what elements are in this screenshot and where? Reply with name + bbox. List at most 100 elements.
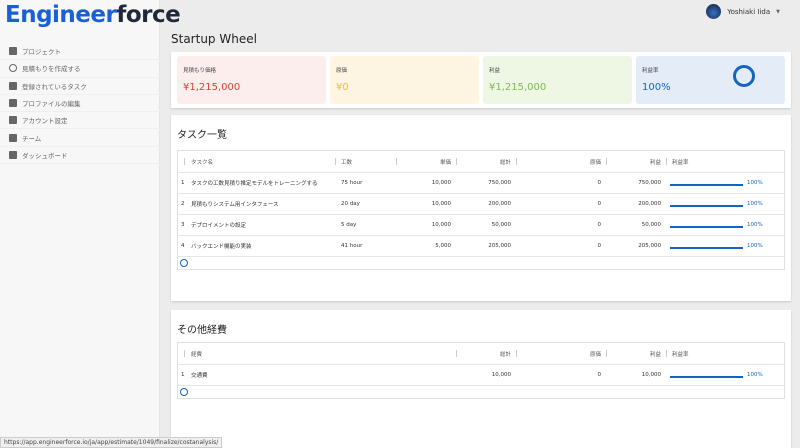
- person-icon: [9, 99, 17, 108]
- summary-label: 原価: [336, 68, 348, 74]
- table-cell: 75 hour: [341, 180, 363, 186]
- summary-card: 見積もり価格 ¥1,215,000 原価 ¥0 利益 ¥1,215,000 利益率 100%: [171, 52, 791, 108]
- other-expenses-card: その他経費 経費 総計 原価 利益 利益率 1 交通費 10,000 0 10,000 100%: [171, 310, 791, 448]
- table-cell: 41 hour: [341, 243, 363, 249]
- table-cell: 200,000: [638, 201, 661, 207]
- column-separator: [335, 158, 336, 165]
- table-cell: 10,000: [431, 180, 451, 186]
- user-menu[interactable]: Yoshiaki Iida ▼: [706, 4, 780, 19]
- column-header[interactable]: 利益: [649, 159, 661, 166]
- table-cell: タスクの工数見積り推定モデルをトレーニングする: [191, 181, 318, 187]
- table-cell: 750,000: [488, 180, 511, 186]
- column-header[interactable]: 総計: [499, 159, 511, 166]
- column-header[interactable]: 利益: [649, 351, 661, 358]
- summary-value: ¥1,215,000: [489, 82, 547, 93]
- column-header[interactable]: タスク名: [191, 159, 214, 166]
- add-row-row: [178, 386, 784, 398]
- sidebar-item[interactable]: チーム: [0, 129, 160, 147]
- table-cell: 2: [181, 201, 185, 207]
- task-table: タスク名 工数 単価 総計 原価 利益 利益率 1 タスクの工数見積り推定モデルをトレーニングす…: [177, 150, 785, 270]
- table-row[interactable]: 1 タスクの工数見積り推定モデルをトレーニングする 75 hour 10,000 750…: [178, 173, 784, 194]
- table-cell: 交通費: [191, 373, 208, 379]
- column-header[interactable]: 経費: [191, 351, 203, 358]
- column-header[interactable]: 原価: [589, 351, 601, 358]
- user-name: Yoshiaki Iida: [727, 7, 771, 16]
- table-header: 経費 総計 原価 利益 利益率: [178, 343, 784, 365]
- sidebar-nav: プロジェクト見積もりを作成する登録されているタスク プロファイルの編集アカウント設…: [0, 43, 160, 165]
- table-cell: 5,000: [435, 243, 451, 249]
- profit-rate-value: 100%: [747, 180, 763, 186]
- sidebar-item[interactable]: 見積もりを作成する: [0, 60, 160, 78]
- column-header[interactable]: 単価: [439, 159, 451, 166]
- table-cell: 0: [597, 222, 602, 228]
- table-cell: 10,000: [491, 372, 511, 378]
- table-cell: 10,000: [431, 201, 451, 207]
- column-separator: [516, 350, 517, 357]
- table-cell: 1: [181, 372, 185, 378]
- table-cell: 50,000: [491, 222, 511, 228]
- check-circle-icon[interactable]: [180, 388, 188, 396]
- table-cell: 50,000: [641, 222, 661, 228]
- column-header[interactable]: 工数: [341, 159, 353, 166]
- profit-rate-bar: [670, 247, 743, 249]
- profit-rate-value: 100%: [747, 372, 763, 378]
- summary-box: 利益率 100%: [636, 56, 785, 104]
- sidebar-item-label: 見積もりを作成する: [22, 65, 81, 74]
- table-row[interactable]: 4 バックエンド機能の実装 41 hour 5,000 205,000 0 205,000 1…: [178, 236, 784, 257]
- clipboard-check-icon: [9, 81, 17, 90]
- sidebar-item[interactable]: プロジェクト: [0, 43, 160, 61]
- column-separator: [606, 350, 607, 357]
- table-row[interactable]: 2 見積もりシステム用インタフェース 20 day 10,000 200,000 0 200…: [178, 194, 784, 215]
- page-title: Startup Wheel: [171, 32, 257, 46]
- column-header[interactable]: 利益率: [672, 159, 689, 166]
- table-cell: 20 day: [341, 201, 360, 207]
- column-separator: [666, 158, 667, 165]
- logo[interactable]: Engineerforce: [5, 2, 181, 28]
- table-row[interactable]: 3 デプロイメントの設定 5 day 10,000 50,000 0 50,000 100%: [178, 215, 784, 236]
- sidebar-item-label: ダッシュボード: [22, 151, 68, 160]
- sidebar-item[interactable]: ダッシュボード: [0, 147, 160, 165]
- column-separator: [606, 158, 607, 165]
- summary-label: 見積もり価格: [183, 68, 217, 74]
- gear-icon: [9, 116, 17, 125]
- sidebar-item[interactable]: 登録されているタスク: [0, 78, 160, 95]
- profit-rate-bar: [670, 226, 743, 228]
- clock-icon: [9, 64, 17, 73]
- sidebar-item[interactable]: プロファイルの編集: [0, 95, 160, 113]
- sidebar-item-label: アカウント設定: [22, 117, 68, 126]
- table-cell: 750,000: [638, 180, 661, 186]
- table-cell: 0: [597, 243, 602, 249]
- people-icon: [9, 133, 17, 142]
- column-header[interactable]: 利益率: [672, 351, 689, 358]
- table-cell: 0: [597, 180, 602, 186]
- copy-icon: [9, 47, 17, 56]
- add-row-row: [178, 257, 784, 269]
- table-row[interactable]: 1 交通費 10,000 0 10,000 100%: [178, 365, 784, 386]
- summary-box: 利益 ¥1,215,000: [483, 56, 632, 104]
- sidebar-item-label: プロジェクト: [22, 48, 61, 57]
- profit-rate-value: 100%: [747, 222, 763, 228]
- summary-label: 利益率: [642, 68, 659, 74]
- column-separator: [184, 158, 185, 165]
- column-separator: [456, 350, 457, 357]
- table-cell: 4: [181, 243, 185, 249]
- column-header[interactable]: 原価: [589, 159, 601, 166]
- sidebar-item[interactable]: アカウント設定: [0, 112, 160, 130]
- column-separator: [516, 158, 517, 165]
- table-cell: 1: [181, 180, 185, 186]
- table-cell: 10,000: [641, 372, 661, 378]
- profit-rate-bar: [670, 205, 743, 207]
- table-cell: 5 day: [341, 222, 357, 228]
- table-cell: 0: [597, 372, 602, 378]
- summary-value: ¥1,215,000: [183, 82, 241, 93]
- sidebar-item-label: チーム: [22, 134, 42, 143]
- table-cell: デプロイメントの設定: [191, 223, 247, 229]
- table-cell: 205,000: [638, 243, 661, 249]
- column-header[interactable]: 総計: [499, 351, 511, 358]
- profit-rate-value: 100%: [747, 201, 763, 207]
- table-cell: 200,000: [488, 201, 511, 207]
- column-separator: [666, 350, 667, 357]
- summary-value: 100%: [642, 82, 671, 93]
- check-circle-icon[interactable]: [180, 259, 188, 267]
- top-bar: Yoshiaki Iida ▼: [160, 0, 800, 26]
